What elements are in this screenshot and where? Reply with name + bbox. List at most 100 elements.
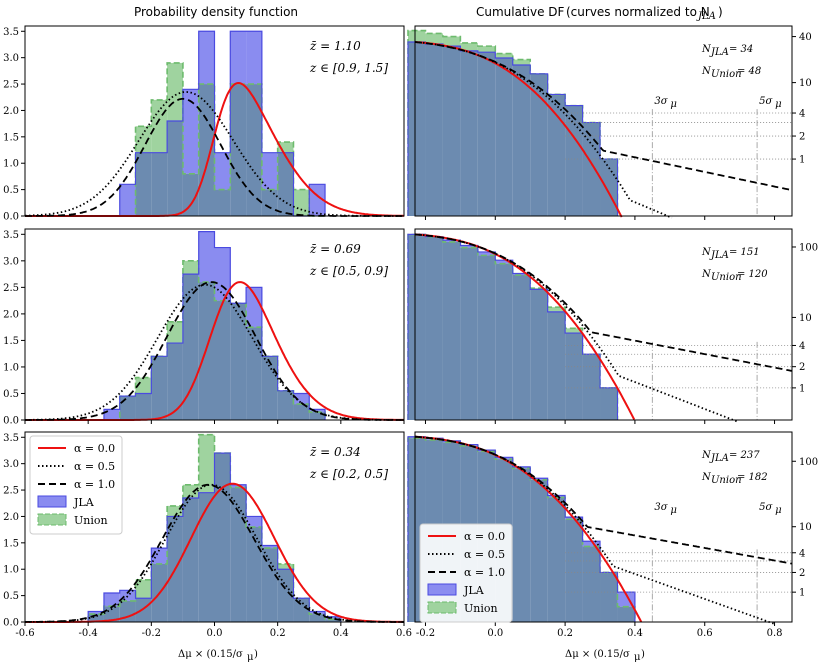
cdf-bar-overlap [548, 94, 565, 216]
cdf-bar-overlap [425, 44, 442, 216]
ytick-label: 1.5 [3, 336, 19, 347]
cdf-bar-overlap [530, 480, 547, 622]
n-union-value: = 48 [737, 66, 761, 77]
cdf-bar-overlap [478, 255, 495, 420]
ytick-label: 1 [799, 155, 805, 166]
cdf-bar-union [443, 37, 460, 47]
cdf-bar-overlap [583, 354, 600, 420]
cdf-bar-overlap [600, 159, 617, 216]
zrange-annotation: z ∈ [0.5, 0.9] [309, 264, 388, 278]
cdf-bar-overlap [513, 468, 530, 622]
cdf-bar-overlap [460, 51, 477, 216]
xlabel-right: Δμ × (0.15/σ μ ) [565, 649, 645, 663]
hist-bar-overlap [136, 153, 152, 216]
xtick-label: -0.4 [79, 628, 98, 639]
legend-label-1: α = 0.5 [464, 548, 505, 561]
xtick-label: 0.0 [487, 628, 503, 639]
legend-label-4: Union [464, 602, 498, 615]
xlabel-right-text: Δμ × (0.15/σ [565, 649, 630, 660]
ytick-label: 2.0 [3, 512, 19, 523]
hist-bar-jla [199, 31, 215, 84]
hist-bar-union [167, 322, 183, 343]
hist-bar-overlap [120, 396, 136, 420]
xlabel-left-text: Δμ × (0.15/σ [178, 649, 243, 660]
hist-bar-overlap [136, 393, 152, 420]
hist-bar-overlap [151, 356, 167, 420]
hist-bar-overlap [278, 153, 294, 216]
xtick-label: -0.2 [416, 628, 435, 639]
hist-bar-overlap [230, 303, 246, 420]
ytick-label: 0.5 [3, 591, 19, 602]
ytick-label: 3.0 [3, 53, 19, 64]
zrange-annotation: z ∈ [0.2, 0.5] [309, 467, 388, 481]
ytick-label: 100 [799, 457, 818, 468]
cdf-bar-overlap [617, 607, 634, 622]
xlabel-left-sub: μ [247, 652, 254, 663]
cdf-bar-union [513, 60, 530, 65]
xtick-label: 0.4 [627, 628, 643, 639]
sigma-sub: μ [775, 99, 782, 110]
legend-label-3: JLA [73, 496, 95, 509]
cdf-bar-overlap [408, 42, 425, 216]
n-union-value: = 182 [737, 472, 768, 483]
hist-bar-overlap [309, 614, 325, 622]
cdf-bar-overlap [513, 65, 530, 216]
sigma-sub: μ [670, 99, 677, 110]
cdf-bar-overlap [600, 388, 617, 420]
ytick-label: 2.0 [3, 309, 19, 320]
ytick-label: 2 [799, 568, 805, 579]
xlabel-left: Δμ × (0.15/σ μ ) [178, 649, 258, 663]
hist-bar-jla [230, 31, 246, 84]
hist-bar-overlap [309, 412, 325, 420]
legend-label-2: α = 1.0 [74, 478, 115, 491]
xtick-label: 0.4 [333, 628, 349, 639]
xtick-label: -0.6 [15, 628, 34, 639]
ytick-label: 3.5 [3, 230, 19, 241]
ytick-label: 1.5 [3, 132, 19, 143]
hist-bar-overlap [167, 343, 183, 420]
ytick-label: 2.0 [3, 106, 19, 117]
xlabel-left-end: ) [254, 649, 258, 660]
zbar-annotation: z̄ = 0.34 [309, 445, 361, 459]
n-jla-sub: JLA [709, 453, 729, 464]
ytick-label: 0.5 [3, 389, 19, 400]
right-title: Cumulative DF (curves normalized to N JL… [476, 5, 723, 22]
left-title: Probability density function [134, 5, 298, 19]
hist-bar-overlap [151, 153, 167, 216]
ytick-label: 2.5 [3, 283, 19, 294]
hist-bar-overlap [293, 598, 309, 622]
xtick-label: 0.8 [767, 628, 783, 639]
ytick-label: 2.5 [3, 486, 19, 497]
legend-patch-3 [428, 584, 456, 595]
hist-bar-overlap [278, 391, 294, 420]
cdf-bar-overlap [530, 289, 547, 420]
hist-bar-overlap [246, 84, 262, 216]
cdf-bar-union [478, 46, 495, 52]
ytick-label: 1 [799, 383, 805, 394]
cdf-bar-overlap [548, 312, 565, 420]
ytick-label: 3.0 [3, 459, 19, 470]
cdf-bar-overlap [600, 572, 617, 622]
n-jla-sub: JLA [709, 250, 729, 261]
hist-bar-overlap [246, 327, 262, 420]
ytick-label: 10 [799, 78, 812, 89]
ytick-label: 2.5 [3, 80, 19, 91]
hist-bar-jla [199, 232, 215, 282]
cdf-bar-overlap [565, 333, 582, 420]
ytick-label: 2 [799, 132, 805, 143]
n-jla-sub: JLA [709, 47, 729, 58]
legend-label-2: α = 1.0 [464, 566, 505, 579]
right-title-main: Cumulative DF [476, 5, 565, 19]
hist-bar-overlap [262, 190, 278, 216]
ytick-label: 0.5 [3, 185, 19, 196]
ytick-label: 0.0 [3, 416, 19, 427]
hist-bar-jla [120, 184, 136, 216]
xtick-label: 0.2 [557, 628, 573, 639]
cdf-bar-overlap [425, 237, 442, 420]
hist-bar-overlap [215, 190, 231, 216]
